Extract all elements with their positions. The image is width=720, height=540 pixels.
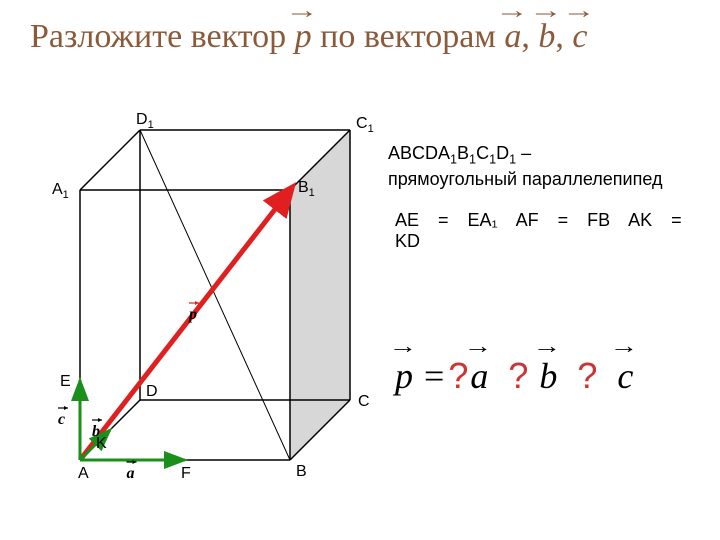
vec-arrowhead-c — [64, 406, 68, 410]
title-vec-p: p — [295, 18, 312, 56]
title-text-1: Разложите вектор — [30, 18, 295, 55]
title-vec-a: a — [504, 18, 521, 56]
desc-s1: 1 — [450, 153, 457, 167]
vec-arrowhead-b — [98, 418, 102, 422]
desc-l1c: C — [476, 143, 489, 163]
title-text-2: по векторам — [320, 18, 504, 55]
label-A1: A1 — [52, 181, 69, 201]
title-vec-b: b — [538, 18, 555, 56]
label-A: A — [78, 465, 89, 482]
vec-label-c: c — [58, 411, 65, 428]
eq-b: b — [539, 355, 557, 397]
eq-a: a — [470, 355, 488, 397]
diagonal-d1-b — [140, 130, 290, 460]
eq-q3: ? — [575, 355, 599, 396]
desc-l2: прямоугольный параллелепипед — [388, 169, 662, 189]
eq-q2: ? — [506, 355, 530, 396]
label-F: F — [181, 465, 191, 482]
eq-p: p — [395, 355, 413, 397]
label-D1: D1 — [136, 111, 154, 131]
desc-l1e: – — [516, 143, 531, 163]
title-vec-c: c — [572, 18, 587, 56]
cond-2: AF = FB — [516, 210, 611, 230]
cube-diagram: ABCDA1B1C1D1EFKabcp — [50, 80, 390, 500]
vec-label-a: a — [127, 465, 135, 482]
desc-s2: 1 — [469, 153, 476, 167]
vector-p — [80, 190, 290, 460]
equation-block: p =?a ? b ? c — [395, 355, 633, 397]
edge-D1-A1 — [80, 130, 140, 190]
conditions-block: AE = EA₁ AF = FB AK = KD — [395, 210, 720, 252]
cond-1: AE = EA₁ — [395, 210, 498, 230]
eq-c: c — [617, 355, 633, 397]
desc-l1a: ABCDA — [388, 143, 450, 163]
vec-label-p: p — [187, 306, 197, 323]
label-D: D — [146, 383, 158, 400]
vec-label-b: b — [92, 423, 100, 440]
label-E: E — [60, 373, 71, 390]
slide-title: Разложите вектор p по векторам a, b, c — [30, 18, 710, 56]
label-C: C — [358, 393, 370, 410]
label-B: B — [296, 463, 307, 480]
label-C1: C1 — [356, 115, 374, 135]
eq-equals: = — [422, 356, 446, 396]
desc-l1d: D — [496, 143, 509, 163]
desc-l1b: B — [457, 143, 469, 163]
eq-q1: ? — [446, 355, 470, 396]
description-block: ABCDA1B1C1D1 – прямоугольный параллелепи… — [388, 142, 662, 191]
